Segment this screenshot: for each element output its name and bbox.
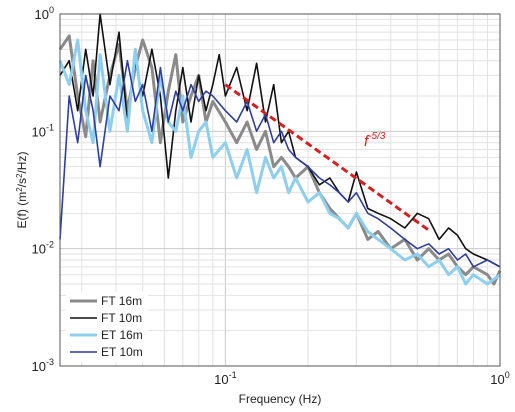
y-tick-label: 100	[35, 5, 54, 22]
x-tick-label: 100	[490, 370, 509, 387]
legend-label: ET 10m	[101, 345, 143, 359]
grid-lines	[60, 14, 500, 367]
legend-label: ET 16m	[101, 328, 143, 342]
x-tick-label: 10-1	[214, 370, 236, 387]
y-tick-label: 10-2	[32, 240, 54, 257]
legend: FT 16m FT 10m ET 16m ET 10m	[66, 292, 148, 362]
reference-slope-line	[224, 83, 430, 232]
legend-label: FT 16m	[101, 294, 142, 308]
series-layer	[58, 13, 502, 286]
series-line-4	[59, 59, 501, 268]
plot-frame	[59, 13, 501, 367]
series-line-1	[58, 34, 502, 286]
tick-labels: 10-1 100 10-3 10-2 10-1 100	[32, 5, 510, 387]
series-line-3	[58, 38, 501, 286]
reference-slope-label: f-5/3	[364, 131, 386, 150]
y-tick-label: 10-1	[32, 122, 54, 139]
reference-slope-layer	[224, 83, 430, 232]
x-axis-label: Frequency (Hz)	[239, 392, 322, 406]
legend-label: FT 10m	[101, 311, 142, 325]
y-tick-label: 10-3	[32, 357, 54, 374]
y-axis-label: E(f) (m2/s2/Hz)	[15, 152, 29, 229]
legend-box	[66, 292, 148, 362]
